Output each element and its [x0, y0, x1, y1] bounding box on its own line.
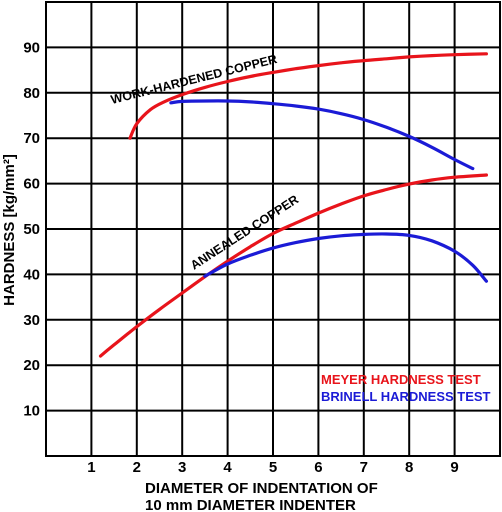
x-tick-labels: 1 2 3 4 5 6 7 8 9 — [87, 459, 459, 476]
meyer-line-annealed — [98, 173, 488, 358]
y-tick-label: 80 — [23, 85, 40, 102]
x-tick-label: 1 — [87, 459, 95, 476]
y-tick-label: 10 — [23, 403, 40, 420]
x-tick-label: 8 — [405, 459, 413, 476]
meyer-line-work-hardened — [128, 52, 488, 140]
x-tick-label: 3 — [178, 459, 186, 476]
x-axis-title-line2: 10 mm DIAMETER INDENTER — [145, 497, 356, 512]
legend-meyer: MEYER HARDNESS TEST — [321, 372, 481, 387]
y-tick-label: 20 — [23, 357, 40, 374]
series-lines — [98, 52, 488, 358]
y-tick-label: 40 — [23, 266, 40, 283]
x-tick-label: 4 — [223, 459, 232, 476]
x-tick-label: 2 — [133, 459, 141, 476]
y-tick-label: 70 — [23, 130, 40, 147]
x-tick-label: 6 — [314, 459, 322, 476]
y-tick-label: 60 — [23, 176, 40, 193]
y-tick-labels: 10 20 30 40 50 60 70 80 90 — [23, 39, 40, 419]
annotation-work-hardened-copper: WORK-HARDENED COPPER — [109, 52, 278, 107]
y-axis-title: HARDNESS [kg/mm²] — [1, 154, 18, 306]
x-axis-title-line1: DIAMETER OF INDENTATION OF — [145, 480, 378, 497]
annotation-annealed-copper: ANNEALED COPPER — [188, 192, 301, 272]
y-tick-label: 90 — [23, 39, 40, 56]
brinell-line-annealed — [203, 232, 488, 283]
x-tick-label: 9 — [450, 459, 458, 476]
brinell-line-work-hardened — [169, 99, 475, 171]
y-tick-label: 30 — [23, 312, 40, 329]
grid — [45, 1, 501, 457]
y-tick-label: 50 — [23, 221, 40, 238]
legend-brinell: BRINELL HARDNESS TEST — [321, 389, 491, 404]
x-tick-label: 7 — [360, 459, 368, 476]
x-tick-label: 5 — [269, 459, 277, 476]
